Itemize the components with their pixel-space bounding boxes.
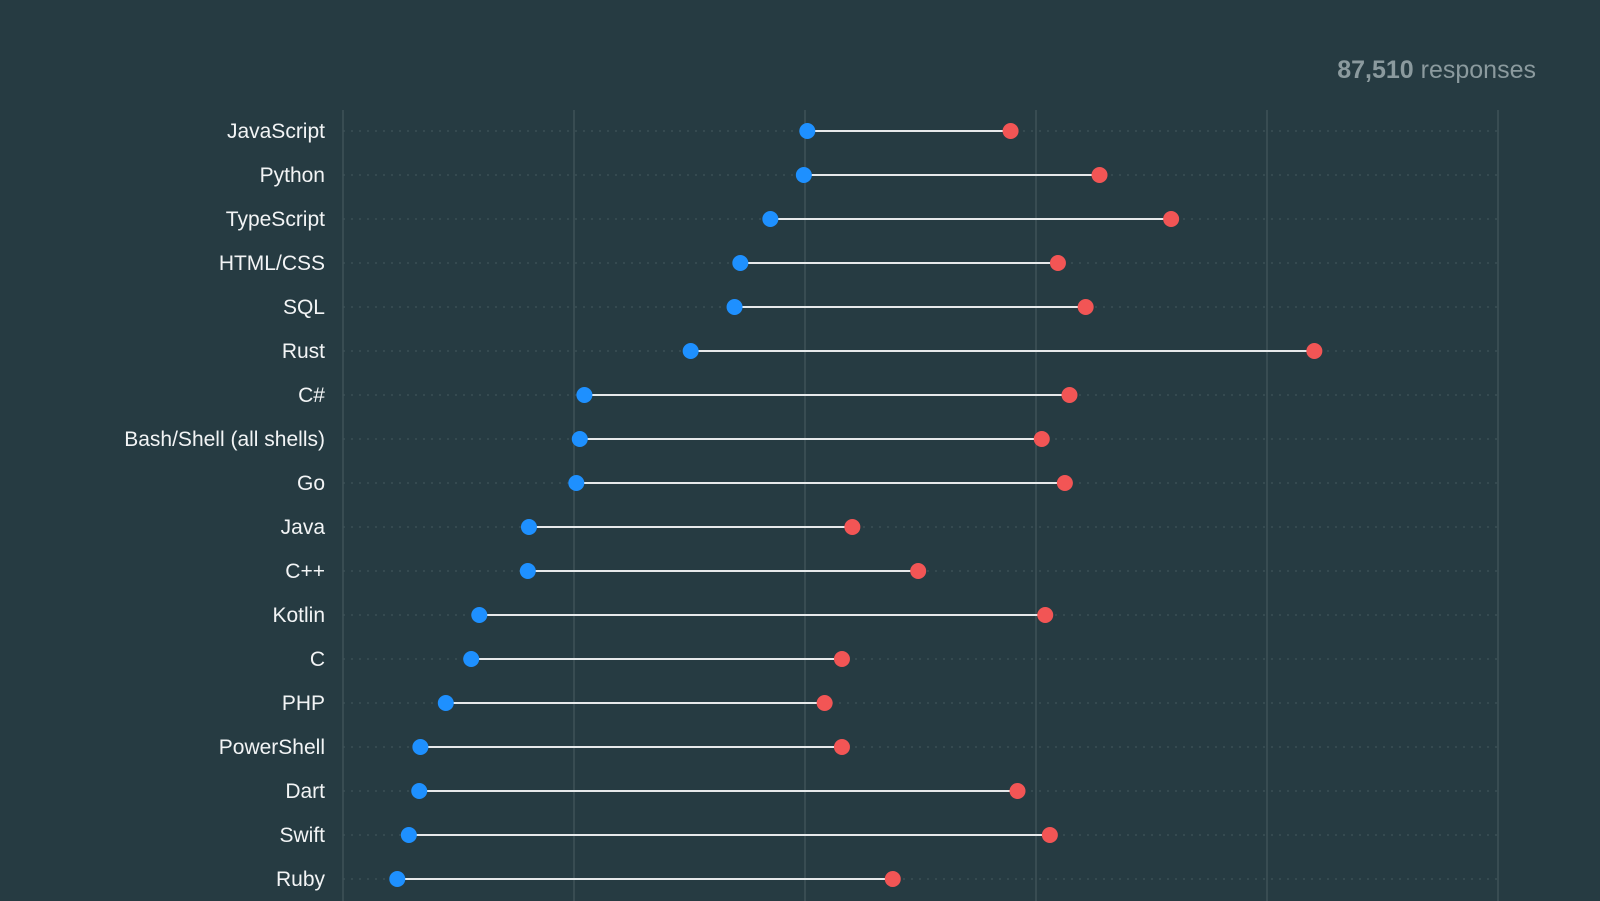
- end-point: [1002, 123, 1019, 139]
- start-point: [412, 739, 429, 755]
- category-label: C#: [298, 384, 325, 407]
- category-label: JavaScript: [227, 120, 325, 143]
- category-label: Go: [297, 472, 325, 495]
- start-point: [520, 519, 537, 535]
- start-point: [411, 783, 428, 799]
- response-count-number: 87,510: [1337, 56, 1414, 84]
- category-label: Python: [260, 164, 325, 187]
- end-point: [884, 871, 901, 887]
- start-point: [576, 387, 593, 403]
- start-point: [437, 695, 454, 711]
- start-point: [682, 343, 699, 359]
- start-point: [762, 211, 779, 227]
- start-point: [463, 651, 480, 667]
- start-point: [571, 431, 588, 447]
- start-point: [389, 871, 406, 887]
- response-count-suffix: responses: [1413, 56, 1536, 84]
- end-point: [1041, 827, 1058, 843]
- start-point: [732, 255, 749, 271]
- start-point: [519, 563, 536, 579]
- end-point: [1037, 607, 1054, 623]
- start-point: [726, 299, 743, 315]
- category-label: PowerShell: [219, 736, 325, 759]
- category-label: Dart: [285, 780, 325, 803]
- end-point: [833, 739, 850, 755]
- start-point: [400, 827, 417, 843]
- category-label: Java: [281, 516, 326, 539]
- category-label: HTML/CSS: [219, 252, 325, 275]
- end-point: [816, 695, 833, 711]
- category-label: Bash/Shell (all shells): [124, 428, 325, 451]
- end-point: [1306, 343, 1323, 359]
- end-point: [1033, 431, 1050, 447]
- start-point: [799, 123, 816, 139]
- category-label: C++: [285, 560, 325, 583]
- end-point: [1009, 783, 1026, 799]
- start-point: [795, 167, 812, 183]
- end-point: [844, 519, 861, 535]
- start-point: [471, 607, 488, 623]
- end-point: [910, 563, 927, 579]
- response-count-label: 87,510 responses: [1337, 56, 1536, 85]
- end-point: [1163, 211, 1180, 227]
- category-label: Kotlin: [272, 604, 325, 627]
- category-label: PHP: [282, 692, 325, 715]
- category-label: Swift: [279, 824, 325, 847]
- category-label: C: [310, 648, 325, 671]
- end-point: [1056, 475, 1073, 491]
- category-label: SQL: [283, 296, 325, 319]
- category-label: TypeScript: [226, 208, 325, 231]
- end-point: [833, 651, 850, 667]
- category-label: Ruby: [276, 868, 326, 891]
- end-point: [1091, 167, 1108, 183]
- category-label: Rust: [282, 340, 325, 363]
- end-point: [1049, 255, 1066, 271]
- end-point: [1077, 299, 1094, 315]
- start-point: [568, 475, 585, 491]
- end-point: [1061, 387, 1078, 403]
